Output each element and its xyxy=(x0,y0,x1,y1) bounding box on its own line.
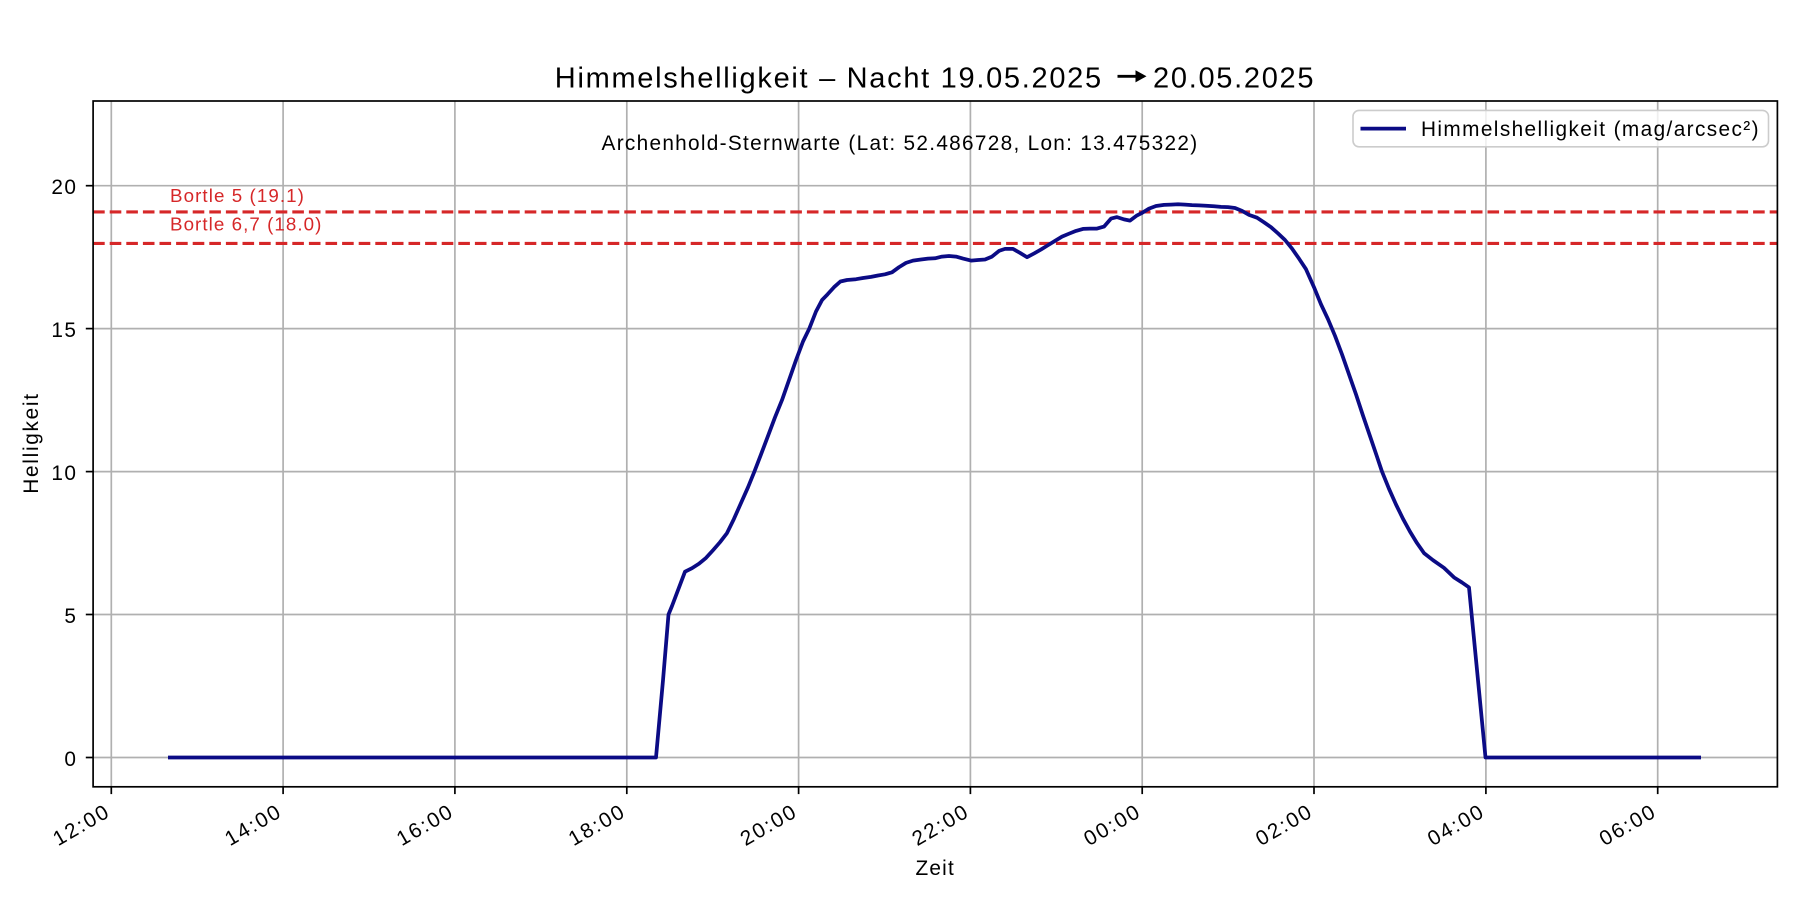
svg-text:5: 5 xyxy=(64,605,77,628)
svg-text:Himmelshelligkeit (mag/arcsec²: Himmelshelligkeit (mag/arcsec²) xyxy=(1421,118,1760,141)
svg-text:Bortle 6,7 (18.0): Bortle 6,7 (18.0) xyxy=(170,213,322,234)
svg-text:20: 20 xyxy=(51,176,77,199)
svg-text:Helligkeit: Helligkeit xyxy=(20,392,43,493)
svg-text:15: 15 xyxy=(51,319,77,342)
svg-text:Himmelshelligkeit – Nacht 19.0: Himmelshelligkeit – Nacht 19.05.2025 → 2… xyxy=(555,63,1315,95)
svg-text:Archenhold-Sternwarte (Lat: 52: Archenhold-Sternwarte (Lat: 52.486728, L… xyxy=(602,132,1199,155)
svg-text:10: 10 xyxy=(51,462,77,485)
svg-text:0: 0 xyxy=(64,748,77,771)
svg-text:Bortle 5 (19.1): Bortle 5 (19.1) xyxy=(170,185,305,206)
svg-text:Zeit: Zeit xyxy=(915,857,954,880)
